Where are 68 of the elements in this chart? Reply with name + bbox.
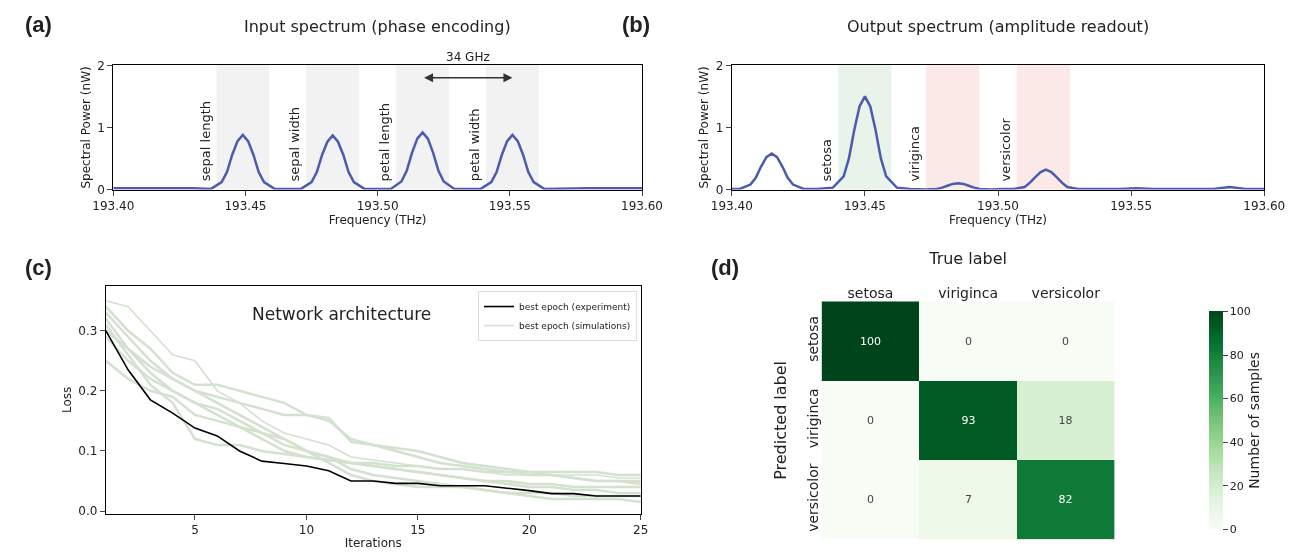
data-label: 93 <box>961 414 976 428</box>
x-tick-label: 193.60 <box>1243 198 1286 213</box>
y-tick-label: 0.2 <box>78 384 98 399</box>
text: 34 GHz <box>446 50 490 64</box>
band-label: sepal width <box>286 107 302 182</box>
x-tick-label: 10 <box>298 523 315 538</box>
y-tick-label: 2 <box>97 58 105 73</box>
y-tick-label: 2 <box>715 58 724 73</box>
text: (b) <box>622 12 651 37</box>
data-label: 0 <box>1062 335 1070 349</box>
text: (d) <box>711 255 740 280</box>
y-tick-label: 0.3 <box>78 323 98 338</box>
annotation: Network architecture <box>252 304 432 324</box>
x-tick-label: 193.55 <box>488 198 531 213</box>
legend-label: best epoch (simulations) <box>519 321 631 332</box>
color-bar-label: 100 <box>1229 305 1251 319</box>
x-tick-label: 5 <box>191 523 199 538</box>
chart-title: Output spectrum (amplitude readout) <box>847 17 1150 36</box>
y-tick-label: 0 <box>97 182 105 197</box>
band-label: sepal length <box>197 101 213 182</box>
color-bar-label: 20 <box>1229 479 1244 493</box>
x-tick-label: versicolor <box>1031 284 1101 301</box>
x-tick-label: setosa <box>847 284 894 301</box>
text: (c) <box>25 255 52 280</box>
x-tick-label: 20 <box>521 523 537 538</box>
y-tick-label: 0.0 <box>78 504 98 519</box>
x-tick-label: 193.60 <box>621 198 664 213</box>
data-label: 0 <box>867 493 875 507</box>
data-label: 7 <box>965 493 973 507</box>
x-tick-label: 193.45 <box>224 198 267 213</box>
y-tick-label: 1 <box>715 120 724 135</box>
x-axis-title: Iterations <box>344 536 402 551</box>
text: (a) <box>25 12 52 37</box>
y-tick-label: 0.1 <box>78 444 98 459</box>
y-tick-label: 1 <box>97 120 105 135</box>
x-axis-title: Frequency (THz) <box>949 212 1047 227</box>
color-bar-label: 60 <box>1229 392 1244 406</box>
y-tick-label: 0 <box>715 182 724 197</box>
x-tick-label: 25 <box>633 523 649 538</box>
x-tick-label: 193.40 <box>710 198 753 213</box>
data-label: 18 <box>1058 414 1073 428</box>
x-tick-label: viriginca <box>938 284 998 301</box>
x-tick-label: 193.55 <box>1110 198 1153 213</box>
color-bar-label: 0 <box>1229 523 1237 537</box>
color-bar-label: 40 <box>1229 436 1244 450</box>
chart-title: Input spectrum (phase encoding) <box>244 17 511 36</box>
y-axis-title: Spectral Power (nW) <box>78 66 93 189</box>
data-label: 0 <box>965 335 973 349</box>
data-label: 82 <box>1058 493 1073 507</box>
color-bar-label: 80 <box>1229 348 1244 362</box>
y-axis-title: Loss <box>59 386 74 414</box>
x-tick-label: 193.45 <box>843 198 886 213</box>
x-axis-title: True label <box>928 249 1007 269</box>
x-tick-label: 193.50 <box>977 198 1020 213</box>
y-axis-title: Spectral Power (nW) <box>697 66 712 189</box>
data-label: 100 <box>860 335 882 349</box>
x-tick-label: 15 <box>410 523 426 538</box>
data-label: 0 <box>867 414 875 428</box>
x-tick-label: 193.50 <box>356 198 399 213</box>
y-tick-label: setosa <box>804 315 821 362</box>
x-axis-title: Frequency (THz) <box>328 212 427 227</box>
band-label: petal length <box>376 102 392 182</box>
x-tick-label: 193.40 <box>92 198 135 213</box>
y-tick-label: viriginca <box>804 388 821 449</box>
color-bar-title: Number of samples <box>1245 352 1262 489</box>
legend-label: best epoch (experiment) <box>519 302 631 313</box>
band-label: petal width <box>466 108 482 182</box>
y-axis-title: Predicted label <box>770 360 790 480</box>
